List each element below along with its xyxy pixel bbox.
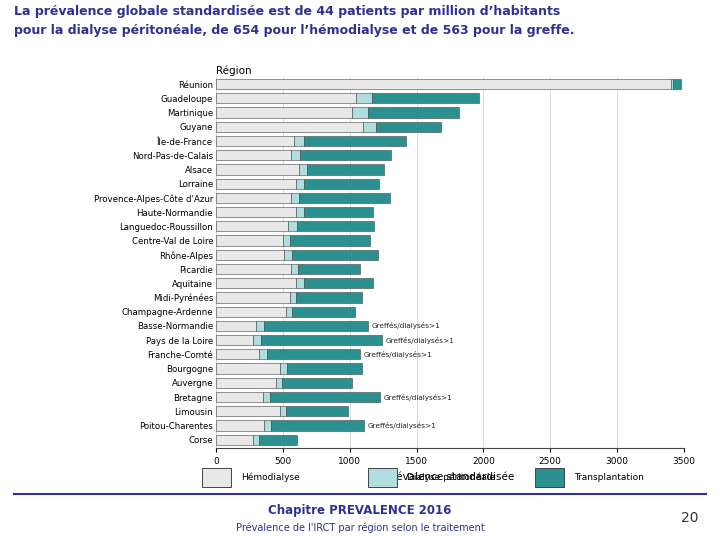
Bar [296, 278, 304, 288]
Bar [216, 392, 263, 402]
Bar [261, 335, 382, 345]
Bar [299, 193, 390, 203]
Bar [259, 435, 297, 445]
Bar [216, 278, 296, 288]
Bar [356, 93, 372, 104]
Bar [369, 107, 459, 118]
Bar [296, 179, 305, 189]
Bar [202, 468, 231, 487]
Bar [276, 377, 282, 388]
Text: Transplantation: Transplantation [574, 472, 644, 482]
Bar [286, 307, 292, 317]
Bar [216, 150, 291, 160]
Text: La prévalence globale standardisée est de 44 patients par million d’habitants
po: La prévalence globale standardisée est d… [14, 5, 575, 37]
Bar [673, 79, 681, 89]
Bar [292, 307, 355, 317]
Bar [287, 363, 361, 374]
Bar [216, 307, 286, 317]
Bar [216, 93, 356, 104]
Bar [267, 349, 361, 360]
Bar [289, 292, 296, 302]
Bar [296, 292, 361, 302]
Bar [291, 150, 300, 160]
Text: Hémodialyse: Hémodialyse [240, 472, 300, 482]
Bar [305, 136, 406, 146]
Text: Greffés/dialysés>1: Greffés/dialysés>1 [372, 322, 441, 329]
Bar [216, 164, 299, 174]
Bar [296, 207, 304, 217]
Bar [291, 193, 299, 203]
Bar [216, 264, 291, 274]
Bar [352, 107, 369, 118]
Bar [216, 420, 264, 430]
Text: Dialyse péritonéale: Dialyse péritonéale [408, 472, 495, 482]
Bar [216, 363, 280, 374]
Text: 20: 20 [681, 511, 698, 525]
Bar [216, 349, 258, 360]
Bar [216, 193, 291, 203]
Text: Greffés/dialysés>1: Greffés/dialysés>1 [385, 336, 454, 343]
Bar [670, 79, 673, 89]
Bar [291, 264, 298, 274]
Bar [216, 321, 256, 331]
Bar [216, 406, 280, 416]
Bar [216, 377, 276, 388]
Bar [264, 420, 271, 430]
Bar [216, 179, 296, 189]
Bar [294, 136, 305, 146]
Bar [307, 164, 384, 174]
Bar [216, 107, 352, 118]
Bar [258, 349, 267, 360]
Bar [300, 150, 391, 160]
Bar [287, 406, 348, 416]
Bar [292, 249, 378, 260]
Bar [305, 179, 379, 189]
Text: Région: Région [216, 65, 251, 76]
Bar [280, 406, 287, 416]
Bar [253, 435, 259, 445]
Text: Greffés/dialysés>1: Greffés/dialysés>1 [383, 394, 452, 401]
Bar [297, 221, 374, 232]
Bar [216, 122, 363, 132]
Bar [304, 207, 373, 217]
X-axis label: Prévalence standardisée: Prévalence standardisée [386, 472, 514, 482]
Bar [534, 468, 564, 487]
Bar [263, 392, 270, 402]
Bar [216, 435, 253, 445]
Bar [216, 235, 283, 246]
Bar [264, 321, 369, 331]
Bar [372, 93, 480, 104]
Bar [377, 122, 441, 132]
Bar [298, 264, 360, 274]
Bar [216, 207, 296, 217]
Bar [299, 164, 307, 174]
Bar [282, 377, 352, 388]
Bar [216, 136, 294, 146]
Bar [368, 468, 397, 487]
Bar [271, 420, 364, 430]
Text: Prévalence de l'IRCT par région selon le traitement: Prévalence de l'IRCT par région selon le… [235, 523, 485, 533]
Bar [283, 235, 290, 246]
Bar [304, 278, 373, 288]
Bar [216, 335, 253, 345]
Bar [253, 335, 261, 345]
Bar [256, 321, 264, 331]
Bar [363, 122, 377, 132]
Bar [216, 292, 289, 302]
Text: Greffés/dialysés>1: Greffés/dialysés>1 [364, 351, 433, 358]
Bar [288, 221, 297, 232]
Bar [216, 221, 288, 232]
Bar [280, 363, 287, 374]
Bar [216, 249, 284, 260]
Text: Greffés/dialysés>1: Greffés/dialysés>1 [368, 422, 436, 429]
Bar [290, 235, 371, 246]
Bar [216, 79, 670, 89]
Text: Chapitre PREVALENCE 2016: Chapitre PREVALENCE 2016 [269, 504, 451, 517]
Bar [270, 392, 380, 402]
Bar [284, 249, 292, 260]
